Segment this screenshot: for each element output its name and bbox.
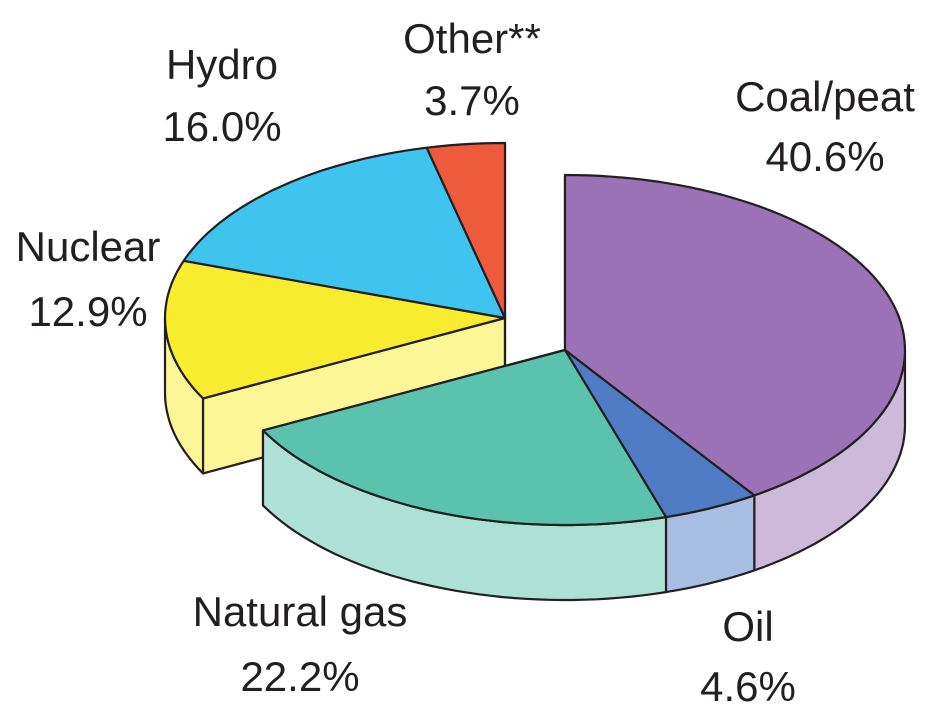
slice-value-label: 22.2% [240, 653, 359, 700]
slice-value-label: 16.0% [162, 103, 281, 150]
slice-value-label: 4.6% [700, 663, 796, 710]
slice-label: Natural gas [193, 588, 408, 635]
slice-label: Coal/peat [735, 73, 915, 120]
pie-group [261, 173, 907, 602]
slice-value-label: 12.9% [28, 288, 147, 335]
slice-label: Nuclear [16, 223, 161, 270]
slice [425, 141, 507, 320]
slice [182, 146, 507, 320]
slice-value-label: 3.7% [424, 77, 520, 124]
slice [163, 259, 507, 400]
slice-label: Oil [722, 603, 773, 650]
slice [563, 173, 907, 497]
slice [261, 348, 668, 527]
slice-label: Other** [403, 15, 541, 62]
slice [563, 348, 756, 519]
slice-label: Hydro [166, 41, 278, 88]
slice-value-label: 40.6% [765, 133, 884, 180]
